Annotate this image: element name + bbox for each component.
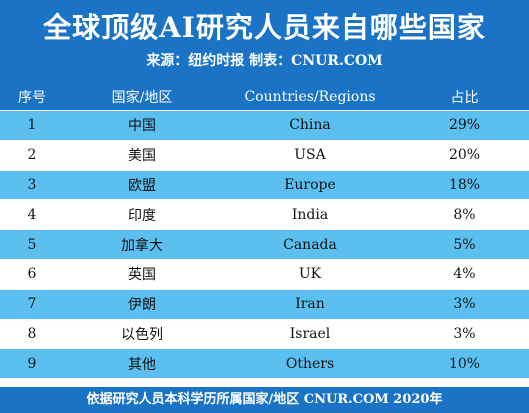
country-cn: 印度 <box>128 207 156 224</box>
row-number: 8 <box>27 325 37 342</box>
table-row: 6 英国 UK 4% <box>0 259 529 290</box>
row-number: 6 <box>27 266 37 283</box>
country-en: Canada <box>283 236 337 253</box>
table-row: 8 以色列 Israel 3% <box>0 319 529 350</box>
table-row: 3 欧盟 Europe 18% <box>0 170 529 201</box>
table-row: 1 中国 China 29% <box>0 111 529 141</box>
header-banner: 全球顶级AI研究人员来自哪些国家 来源：纽约时报 制表：CNUR.COM <box>0 0 529 84</box>
table-row: 5 加拿大 Canada 5% <box>0 230 529 260</box>
table-row: 7 伊朗 Iran 3% <box>0 289 529 320</box>
row-number: 9 <box>27 355 37 372</box>
share-value: 18% <box>448 176 481 193</box>
data-table: 序号 国家/地区 Countries/Regions 占比 1 中国 China… <box>0 84 529 380</box>
column-header-country-en: Countries/Regions <box>244 89 376 105</box>
table-row: 4 印度 India 8% <box>0 200 529 231</box>
country-en: Europe <box>284 176 336 193</box>
column-header-country-cn: 国家/地区 <box>111 90 173 106</box>
page-title: 全球顶级AI研究人员来自哪些国家 <box>43 11 486 44</box>
share-value: 20% <box>448 147 481 164</box>
country-cn: 美国 <box>128 148 156 165</box>
country-cn: 以色列 <box>121 326 163 343</box>
share-value: 3% <box>453 296 476 313</box>
table-row: 9 其他 Others 10% <box>0 349 529 380</box>
share-value: 4% <box>453 266 476 283</box>
country-cn: 伊朗 <box>128 297 156 314</box>
row-number: 4 <box>27 206 37 223</box>
share-value: 29% <box>448 117 481 134</box>
share-value: 3% <box>453 325 476 342</box>
table-row: 2 美国 USA 20% <box>0 140 529 171</box>
country-cn: 中国 <box>128 118 156 135</box>
country-en: UK <box>298 266 322 283</box>
footer-note: 依据研究人员本科学历所属国家/地区 CNUR.COM 2020年 <box>0 387 529 413</box>
share-value: 8% <box>453 206 476 223</box>
country-cn: 其他 <box>128 356 156 373</box>
table-header-row: 序号 国家/地区 Countries/Regions 占比 <box>0 84 529 111</box>
row-number: 3 <box>27 176 37 193</box>
row-number: 2 <box>27 147 37 164</box>
row-number: 7 <box>27 296 37 313</box>
source-line: 来源：纽约时报 制表：CNUR.COM <box>146 53 383 69</box>
country-en: USA <box>294 147 326 164</box>
country-en: Others <box>285 355 335 372</box>
country-en: Iran <box>295 296 325 313</box>
country-cn: 加拿大 <box>121 237 163 254</box>
country-cn: 英国 <box>128 267 156 284</box>
column-header-share: 占比 <box>450 90 479 106</box>
country-en: China <box>289 117 331 134</box>
row-number: 1 <box>27 117 37 134</box>
share-value: 5% <box>453 236 476 253</box>
row-number: 5 <box>27 236 37 253</box>
country-en: India <box>291 206 329 223</box>
share-value: 10% <box>448 355 481 372</box>
column-header-number: 序号 <box>18 90 46 106</box>
country-en: Israel <box>289 325 331 342</box>
country-cn: 欧盟 <box>128 177 156 194</box>
